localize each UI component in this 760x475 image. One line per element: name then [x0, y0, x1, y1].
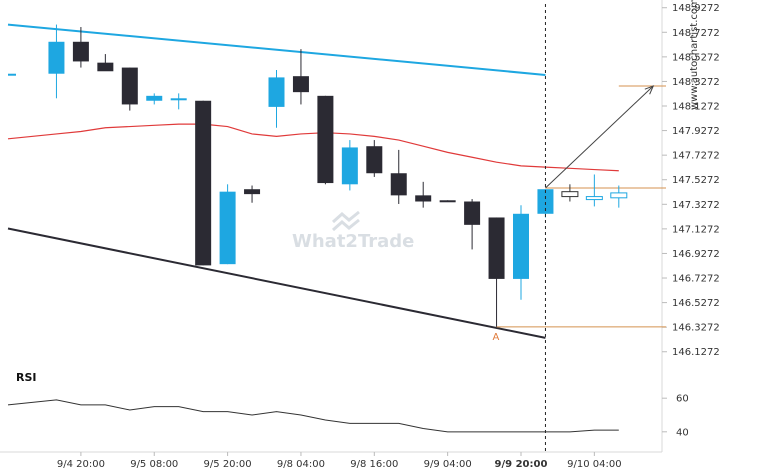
- candle-body: [317, 95, 334, 184]
- bearish-candle: [366, 140, 383, 177]
- candle-body: [390, 173, 407, 196]
- time-tick-label: 9/5 08:00: [130, 459, 178, 470]
- price-tick-label: 147.5272: [672, 175, 720, 186]
- candle-body: [537, 189, 554, 214]
- bearish-candle: [317, 95, 334, 185]
- bearish-candle: [97, 54, 114, 72]
- rsi-tick-label: 60: [676, 394, 689, 405]
- candle-body: [8, 73, 16, 76]
- moving-average: [7, 123, 619, 172]
- pattern-point-label: A: [493, 332, 500, 343]
- bearish-candle: [244, 185, 261, 203]
- candle-body: [341, 147, 358, 185]
- candle-body: [244, 189, 261, 195]
- price-tick-label: 148.5272: [672, 52, 720, 63]
- bearish-candle: [195, 100, 212, 266]
- candle-body: [268, 77, 285, 107]
- candle-body: [219, 191, 236, 265]
- price-tick-label: 148.3272: [672, 77, 720, 88]
- bearish-candle: [488, 217, 505, 327]
- price-tick-label: 146.3272: [672, 323, 720, 334]
- price-tick-label: 147.9272: [672, 126, 720, 137]
- price-tick-label: 148.7272: [672, 28, 720, 39]
- price-tick-label: 146.7272: [672, 274, 720, 285]
- time-tick-label: 9/4 20:00: [57, 459, 105, 470]
- candle-body: [513, 213, 529, 279]
- rsi-line: [7, 399, 619, 433]
- bullish-candle: [8, 73, 16, 76]
- candle-body: [121, 67, 138, 105]
- candle-body: [97, 62, 114, 72]
- candles: [8, 24, 554, 327]
- price-levels: [496, 85, 666, 328]
- candle-body: [170, 98, 187, 101]
- bullish-candle: [341, 140, 358, 191]
- projected-candle: [561, 184, 579, 202]
- candle-body: [146, 95, 163, 101]
- watermark-text: What2Trade: [292, 231, 414, 252]
- bearish-candle: [292, 49, 309, 105]
- projected-candle: [610, 185, 628, 208]
- candle-body: [585, 196, 603, 201]
- bearish-candle: [121, 67, 138, 111]
- bullish-candle: [268, 70, 285, 128]
- candle-body: [366, 146, 383, 174]
- candle-body: [48, 41, 65, 74]
- rsi-axis-ticks: 60 40: [662, 394, 689, 438]
- candle-body: [610, 192, 628, 199]
- time-tick-label: 9/9 04:00: [424, 459, 472, 470]
- price-tick-label: 147.3272: [672, 200, 720, 211]
- price-tick-label: 146.5272: [672, 298, 720, 309]
- candle-body: [561, 191, 579, 198]
- candle-body: [195, 100, 212, 266]
- candle-body: [464, 201, 481, 225]
- time-tick-label: 9/8 16:00: [350, 459, 398, 470]
- bullish-candle: [170, 93, 187, 110]
- bearish-candle: [439, 200, 456, 203]
- trendlines: [7, 23, 546, 339]
- watermark: What2Trade: [292, 210, 414, 252]
- bearish-candle: [72, 27, 89, 68]
- rsi-title: RSI: [16, 371, 37, 384]
- time-tick-label: 9/10 04:00: [567, 459, 621, 470]
- projected-candles: [561, 174, 628, 208]
- candle-body: [488, 217, 505, 279]
- bullish-candle: [219, 184, 236, 265]
- bullish-candle: [513, 205, 529, 300]
- bullish-candle: [48, 24, 65, 99]
- candle-body: [415, 195, 432, 202]
- candle-body: [439, 200, 456, 203]
- price-tick-label: 148.9272: [672, 3, 720, 14]
- candle-body: [292, 76, 309, 93]
- time-tick-label: 9/8 04:00: [277, 459, 325, 470]
- price-axis-ticks: 148.9272 148.7272 148.5272 148.3272 148.1272…: [662, 3, 720, 358]
- price-tick-label: 146.1272: [672, 347, 720, 358]
- projected-candle: [585, 174, 603, 207]
- time-tick-label: 9/9 20:00: [495, 459, 548, 470]
- time-tick-label: 9/5 20:00: [204, 459, 252, 470]
- rsi-polyline: [7, 399, 619, 433]
- price-tick-label: 147.7272: [672, 151, 720, 162]
- rsi-tick-label: 40: [676, 427, 689, 438]
- lower-trendline: [7, 227, 546, 339]
- brand-label: www.autochartist.com: [689, 0, 700, 110]
- bearish-candle: [415, 181, 432, 208]
- upper-trendline: [7, 23, 546, 76]
- price-tick-label: 147.1272: [672, 224, 720, 235]
- projection-arrow: [545, 85, 655, 189]
- projection-arrow-line: [545, 85, 654, 189]
- price-tick-label: 148.1272: [672, 102, 720, 113]
- bearish-candle: [390, 149, 407, 204]
- bearish-candle: [464, 199, 481, 250]
- moving-average-line: [7, 123, 619, 172]
- bullish-candle: [146, 93, 163, 105]
- time-axis-ticks: 9/4 20:00 9/5 08:00 9/5 20:00 9/8 04:00 9/8 …: [57, 452, 622, 470]
- price-tick-label: 146.9272: [672, 249, 720, 260]
- candle-body: [72, 41, 89, 62]
- arrow-head-icon: [644, 85, 655, 95]
- watermark-logo-icon: [332, 210, 360, 232]
